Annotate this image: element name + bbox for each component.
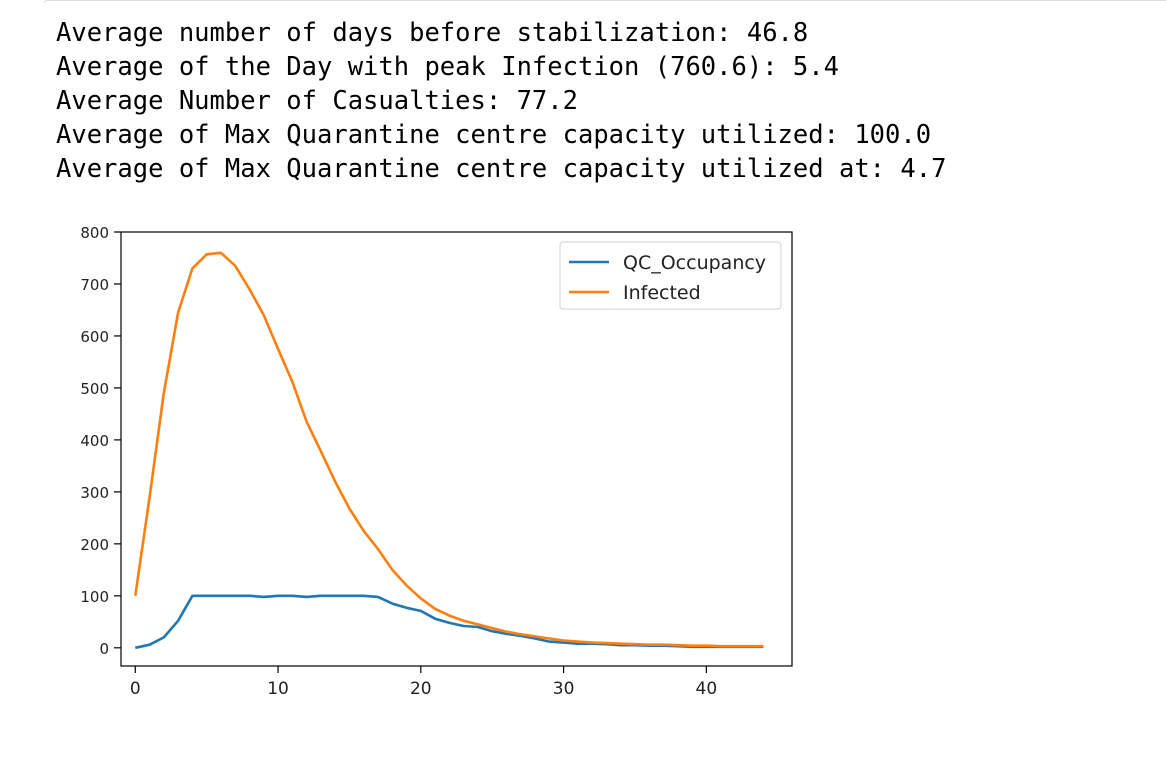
series-line-2 xyxy=(134,251,764,648)
legend-box xyxy=(559,241,782,310)
x-tick-label: 20 xyxy=(410,679,432,699)
y-tick-label: 600 xyxy=(80,328,109,346)
y-tick-label: 800 xyxy=(80,224,109,242)
y-tick-label: 700 xyxy=(80,276,109,294)
cell-border xyxy=(44,0,1166,3)
x-tick-label: 30 xyxy=(553,679,575,699)
output-line: Average of the Day with peak Infection (… xyxy=(56,52,839,82)
y-tick-label: 100 xyxy=(80,588,109,606)
output-line: Average number of days before stabilizat… xyxy=(56,18,809,48)
x-tick-label: 10 xyxy=(267,679,289,699)
y-tick-label: 200 xyxy=(80,536,109,554)
legend-label: Infected xyxy=(623,282,701,304)
legend-label: QC_Occupancy xyxy=(623,252,766,274)
y-tick-label: 400 xyxy=(80,432,109,450)
x-tick-label: 0 xyxy=(130,679,141,699)
output-text: Average number of days before stabilizat… xyxy=(56,16,946,186)
y-tick-label: 0 xyxy=(99,640,109,658)
x-tick-label: 40 xyxy=(696,679,718,699)
y-tick-label: 500 xyxy=(80,380,109,398)
output-line: Average Number of Casualties: 77.2 xyxy=(56,86,578,116)
output-line: Average of Max Quarantine centre capacit… xyxy=(56,120,932,150)
series-line-1 xyxy=(135,594,764,650)
y-tick-label: 300 xyxy=(80,484,109,502)
output-line: Average of Max Quarantine centre capacit… xyxy=(56,154,947,184)
plot-frame xyxy=(120,231,793,667)
